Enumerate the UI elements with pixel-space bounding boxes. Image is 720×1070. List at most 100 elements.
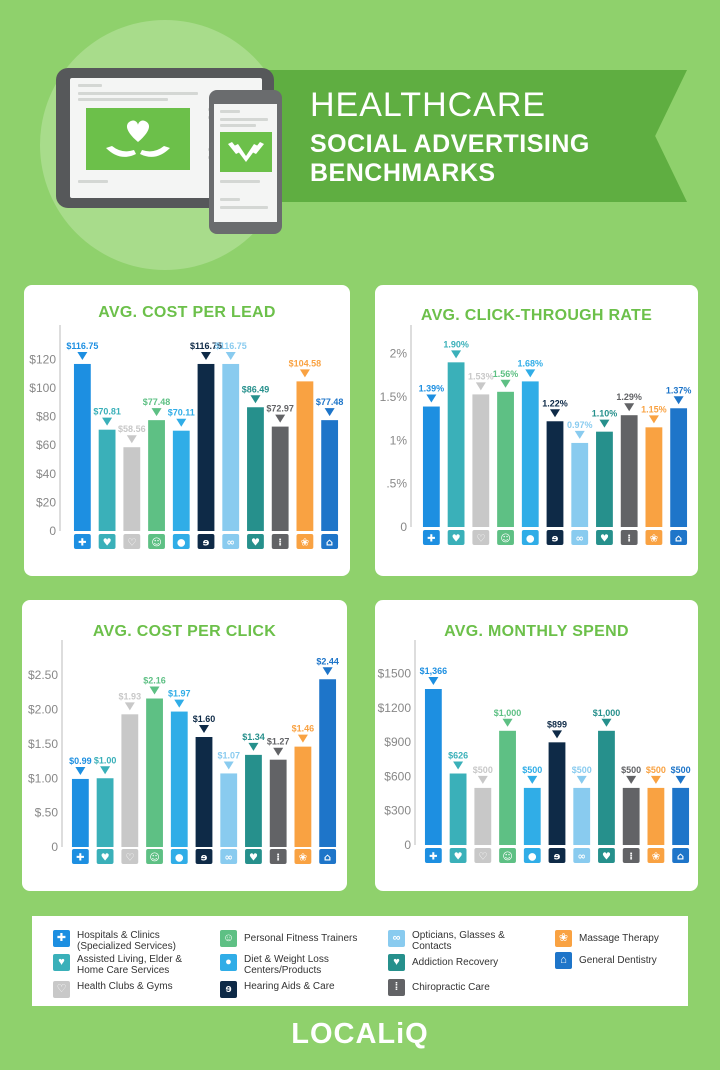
bar	[121, 714, 139, 847]
bar	[622, 787, 640, 845]
legend-label: Massage Therapy	[579, 933, 659, 944]
bar	[271, 426, 289, 531]
chart-cost-per-click: 0 $.50 $1.00 $1.50 $2.00 $2.50 $0.99 ✚ $1.00 ♥ $1.…	[28, 640, 339, 864]
category-icon-glyph: ♥	[602, 852, 611, 863]
y-tick-label: $2.50	[28, 668, 58, 682]
data-label: $500	[621, 765, 641, 775]
chart-monthly-spend: 0 $300 $600 $900 $1200 $1500 $1,366 ✚ $626 ♥ $500 ♡…	[378, 640, 691, 863]
bar	[571, 442, 589, 527]
category-icon-glyph: ∞	[576, 534, 584, 545]
plus-icon	[71, 849, 89, 864]
apple-icon	[170, 849, 188, 864]
chart-title: AVG. COST PER CLICK	[92, 623, 277, 640]
localiq-logo: LOCALiQ	[291, 1018, 429, 1050]
category-icon-glyph: ✚	[427, 534, 435, 545]
category-icon-glyph: ⁞	[627, 534, 631, 545]
category-icon-glyph: ❀	[650, 534, 658, 545]
phone-screen	[214, 104, 277, 222]
data-label: $104.58	[289, 358, 322, 368]
y-tick-label: 0	[51, 840, 58, 854]
legend-label: Health Clubs & Gyms	[77, 981, 173, 992]
category-icon-glyph: ɘ	[554, 852, 561, 863]
y-tick-label: $120	[29, 352, 56, 366]
data-label-arrow	[275, 414, 286, 423]
data-label: 1.56%	[493, 369, 519, 379]
hero-subtitle-line1: SOCIAL ADVERTISING	[310, 130, 590, 158]
bar	[98, 429, 116, 531]
bar	[71, 778, 89, 847]
y-tick-label: $1.50	[28, 737, 58, 751]
data-label: $70.11	[168, 408, 195, 418]
chart-title: AVG. COST PER LEAD	[98, 304, 276, 321]
category-icon-glyph: ❀	[301, 538, 309, 549]
title-banner	[232, 70, 687, 202]
category-icon-glyph: ♥	[600, 534, 609, 545]
data-label: $1,000	[593, 708, 621, 718]
data-label-arrow	[648, 415, 659, 424]
data-label: 0.97%	[567, 420, 593, 430]
data-label: $2.16	[143, 676, 166, 686]
data-label-arrow	[525, 369, 536, 378]
chart-card-cost-per-lead: AVG. COST PER LEAD 0 $20 $40 $60 $80 $100 $120…	[24, 285, 350, 576]
legend-label: General Dentistry	[579, 955, 657, 966]
data-label: $1.97	[168, 689, 191, 699]
y-tick-label: $300	[384, 804, 411, 818]
bar	[321, 420, 339, 531]
bar	[123, 447, 141, 531]
data-label: $70.81	[93, 407, 121, 417]
bar	[497, 391, 514, 527]
legend-item: ● Diet & Weight Loss Centers/Products	[220, 954, 376, 976]
y-tick-label: 0	[404, 838, 411, 852]
heart-outline-icon	[123, 534, 141, 549]
category-icon-glyph: ⌂	[677, 852, 684, 863]
care-icon	[447, 530, 465, 545]
legend-item: ☺ Personal Fitness Trainers	[220, 930, 386, 947]
legend-label: Opticians, Glasses & Contacts	[412, 930, 505, 952]
category-icon-glyph: ♡	[478, 852, 487, 863]
category-icon-glyph: ♡	[127, 538, 136, 549]
bar	[96, 778, 114, 847]
data-label: $899	[547, 719, 567, 729]
data-label-arrow	[223, 761, 234, 770]
data-label-arrow	[453, 761, 464, 770]
ear-icon	[546, 530, 564, 545]
bar	[521, 381, 539, 527]
category-icon-glyph: ♥	[454, 852, 463, 863]
lotus-icon	[294, 849, 312, 864]
legend-label: Hearing Aids & Care	[244, 981, 335, 992]
apple-icon: ●	[220, 954, 237, 971]
recovery-icon: ♥	[388, 954, 405, 971]
category-icon-glyph: ✚	[429, 852, 437, 863]
y-tick-label: 0	[49, 524, 56, 538]
category-icon-glyph: ♥	[251, 538, 260, 549]
legend-item: ❀ Massage Therapy	[555, 930, 689, 947]
lotus-icon	[647, 848, 665, 863]
data-label-arrow	[673, 396, 684, 405]
category-icon-glyph: ∞	[227, 538, 235, 549]
trainer-icon	[497, 530, 514, 545]
spine-icon	[271, 534, 289, 549]
data-label-arrow	[124, 702, 135, 711]
recovery-icon	[598, 848, 615, 863]
data-label-arrow	[527, 775, 538, 784]
data-label-arrow	[574, 430, 585, 439]
plus-icon	[422, 530, 440, 545]
bar	[573, 787, 591, 845]
data-label: $77.48	[316, 397, 344, 407]
bar	[499, 730, 516, 845]
spine-icon	[620, 530, 638, 545]
tooth-icon: ⌂	[555, 952, 572, 969]
bar	[447, 362, 465, 527]
legend-item: ♥ Addiction Recovery	[388, 954, 544, 971]
bar	[296, 381, 314, 531]
care-icon	[449, 848, 467, 863]
category-icon-glyph: ❀	[652, 852, 660, 863]
bar	[449, 773, 467, 845]
category-icon-glyph: ☺	[502, 852, 512, 863]
category-icon-glyph: ●	[177, 538, 186, 549]
glasses-icon	[222, 534, 240, 549]
legend-label: Chiropractic Care	[412, 982, 490, 993]
data-label: 1.39%	[419, 384, 445, 394]
phone-illustration	[209, 90, 282, 234]
category-icon-glyph: ☺	[151, 538, 161, 549]
